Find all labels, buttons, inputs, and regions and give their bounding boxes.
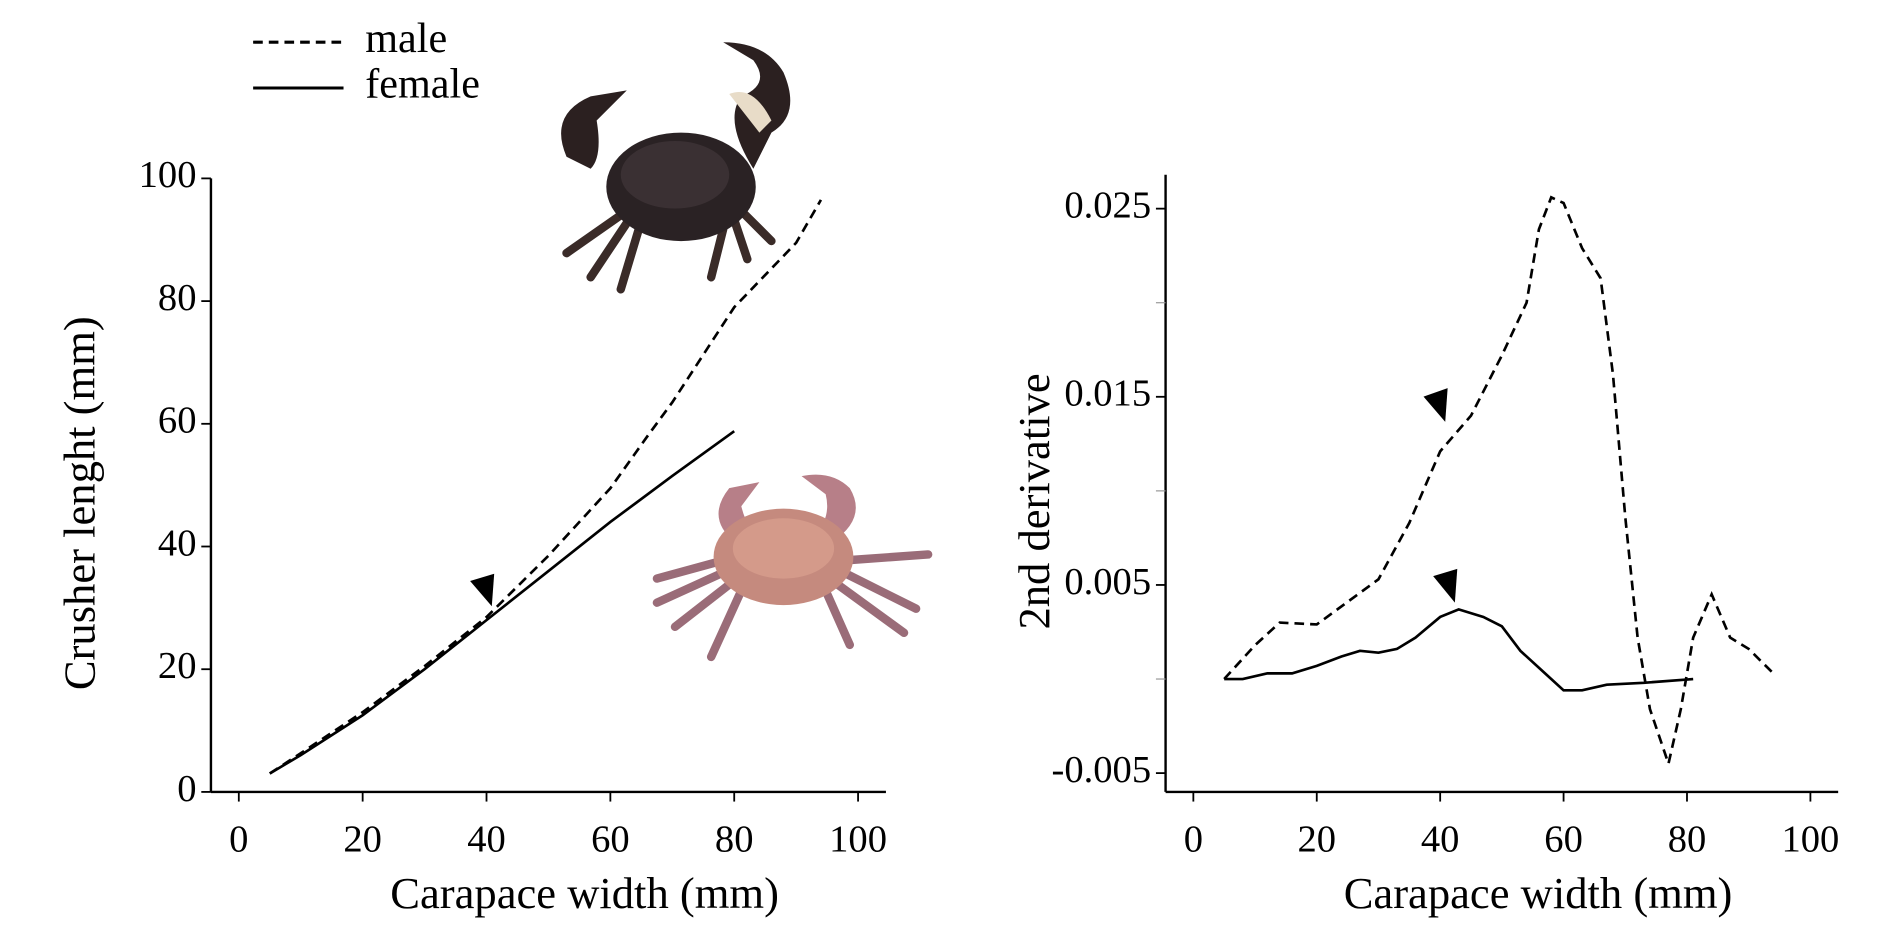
red-crab-illustration bbox=[652, 474, 933, 662]
y-tick-label: 80 bbox=[158, 277, 197, 319]
x-tick-label: 20 bbox=[1297, 818, 1336, 860]
legend-label: male bbox=[365, 15, 447, 62]
y-tick-label: 20 bbox=[158, 645, 197, 687]
y-tick-label: 0.005 bbox=[1064, 561, 1151, 603]
y-tick-label: 60 bbox=[158, 400, 197, 442]
x-tick-label: 40 bbox=[467, 818, 506, 860]
y-tick-label: 0.025 bbox=[1064, 184, 1151, 226]
arrowhead bbox=[1433, 568, 1458, 603]
y-tick-label: 0 bbox=[177, 768, 196, 810]
plot: 0 20 40 60 80 100 0 20 40 60 80 100 Carapace width (… bbox=[55, 15, 887, 918]
data-line bbox=[269, 430, 735, 775]
x-tick-label: 80 bbox=[1668, 818, 1707, 860]
y-axis-label: 2nd derivative bbox=[1009, 373, 1059, 629]
x-axis-label: Carapace width (mm) bbox=[390, 868, 779, 918]
x-tick-label: 100 bbox=[829, 818, 887, 860]
y-tick-label: -0.005 bbox=[1052, 749, 1152, 791]
x-tick-label: 0 bbox=[229, 818, 248, 860]
x-tick-label: 60 bbox=[591, 818, 630, 860]
y-tick-label: 40 bbox=[158, 522, 197, 564]
data-line bbox=[269, 199, 823, 775]
data-line bbox=[1224, 608, 1694, 692]
x-tick-label: 80 bbox=[715, 818, 754, 860]
x-tick-label: 40 bbox=[1421, 818, 1460, 860]
data-line bbox=[1223, 195, 1775, 769]
dark-crab-illustration bbox=[561, 42, 791, 294]
arrowhead bbox=[470, 573, 495, 607]
x-tick-label: 60 bbox=[1544, 818, 1583, 860]
y-axis-label: Crusher lenght (mm) bbox=[55, 316, 105, 690]
y-tick-label: 100 bbox=[139, 154, 197, 196]
legend-label: female bbox=[365, 61, 480, 108]
x-tick-label: 20 bbox=[343, 818, 382, 860]
arrowhead bbox=[1423, 388, 1448, 422]
x-tick-label: 0 bbox=[1184, 818, 1203, 860]
plot: 0 20 40 60 80 100 -0.005 0.005 0.015 0.025 Carapac… bbox=[1009, 174, 1839, 918]
x-axis-label: Carapace width (mm) bbox=[1344, 868, 1733, 918]
x-tick-label: 100 bbox=[1781, 818, 1839, 860]
y-tick-label: 0.015 bbox=[1064, 373, 1151, 415]
